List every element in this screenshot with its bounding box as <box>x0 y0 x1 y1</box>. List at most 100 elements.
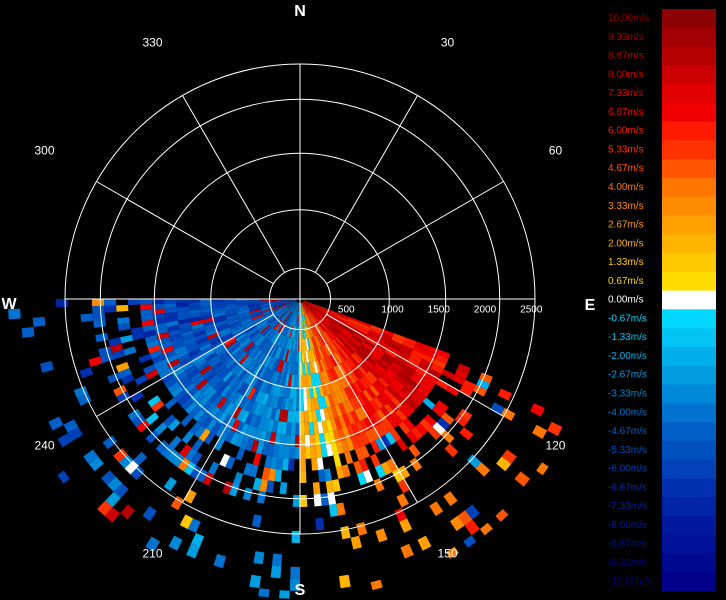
velocity-cell <box>236 300 249 304</box>
velocity-cell <box>177 394 190 407</box>
velocity-cell <box>242 321 255 329</box>
velocity-cell <box>353 381 363 394</box>
velocity-cell <box>313 493 322 507</box>
velocity-cell <box>302 302 309 313</box>
colorbar-label: -7.33m/s <box>608 501 647 512</box>
velocity-cell <box>465 504 480 520</box>
velocity-cell <box>287 301 297 310</box>
velocity-cell <box>225 310 238 315</box>
velocity-cell <box>253 316 265 324</box>
velocity-cell <box>212 301 225 306</box>
velocity-cell <box>376 360 389 371</box>
velocity-cell <box>309 337 315 350</box>
velocity-cell <box>350 436 360 450</box>
velocity-cell <box>316 335 323 347</box>
velocity-cell <box>213 553 227 569</box>
velocity-cell <box>300 386 304 399</box>
velocity-cell <box>275 372 282 385</box>
velocity-cell <box>311 337 317 349</box>
velocity-cell <box>305 350 309 363</box>
velocity-cell <box>282 336 288 349</box>
velocity-cell <box>340 362 350 374</box>
velocity-cell <box>131 332 145 341</box>
velocity-cell <box>253 415 262 429</box>
velocity-cell <box>118 454 134 469</box>
velocity-cell <box>212 299 224 303</box>
velocity-cell <box>338 363 347 376</box>
velocity-cell <box>239 316 252 323</box>
velocity-cell <box>344 358 355 371</box>
velocity-cell <box>335 378 344 391</box>
velocity-cell <box>283 446 290 459</box>
velocity-cell <box>225 312 238 318</box>
velocity-cell <box>339 574 351 589</box>
velocity-cell <box>188 309 201 315</box>
velocity-cell <box>289 578 300 591</box>
velocity-cell <box>335 350 345 362</box>
velocity-cell <box>253 376 262 389</box>
colorbar-swatch <box>662 346 716 367</box>
velocity-cell <box>301 302 305 315</box>
compass-south: S <box>295 582 306 599</box>
colorbar-label: 8.67m/s <box>608 51 644 62</box>
velocity-cell <box>270 407 277 421</box>
velocity-cell <box>298 315 300 327</box>
velocity-cell <box>249 307 262 312</box>
velocity-cell <box>272 301 285 305</box>
velocity-cell <box>145 369 159 380</box>
velocity-cell <box>375 528 388 543</box>
velocity-cell <box>128 299 141 305</box>
velocity-cell <box>500 407 516 421</box>
velocity-cell <box>169 333 183 341</box>
velocity-cell <box>220 384 231 397</box>
velocity-cell <box>422 377 436 389</box>
velocity-cell <box>384 349 397 359</box>
velocity-cell <box>373 345 385 355</box>
azimuth-label: 30 <box>441 36 455 50</box>
velocity-cell <box>224 303 237 307</box>
velocity-cell <box>176 310 190 317</box>
velocity-cell <box>272 302 285 307</box>
velocity-cell <box>201 345 214 355</box>
velocity-cell <box>292 362 296 375</box>
azimuth-label: 240 <box>35 439 55 453</box>
velocity-cell <box>304 314 310 326</box>
velocity-cell <box>238 353 250 365</box>
velocity-cell <box>402 401 416 415</box>
velocity-cell <box>196 336 209 345</box>
velocity-cell <box>396 438 409 452</box>
velocity-cell <box>346 357 357 369</box>
velocity-cell <box>336 314 349 321</box>
velocity-cell <box>346 341 357 352</box>
velocity-cell <box>225 357 237 369</box>
colorbar-swatch <box>662 572 716 592</box>
velocity-cell <box>219 350 231 361</box>
velocity-cell <box>281 361 287 374</box>
velocity-cell <box>293 386 297 399</box>
velocity-cell <box>356 327 369 335</box>
velocity-cell <box>250 362 260 374</box>
velocity-cell <box>330 442 339 456</box>
velocity-cell <box>404 382 417 395</box>
velocity-cell <box>230 345 242 356</box>
velocity-cell <box>164 299 177 304</box>
compass-north: N <box>294 3 306 20</box>
velocity-cell <box>441 412 455 425</box>
velocity-cell <box>335 316 347 324</box>
velocity-cell <box>287 410 293 423</box>
velocity-cell <box>240 436 250 450</box>
velocity-cell <box>237 308 250 313</box>
velocity-cell <box>303 300 315 307</box>
velocity-cell <box>313 397 320 410</box>
velocity-cell <box>354 331 366 340</box>
velocity-cell <box>317 396 324 410</box>
velocity-cell <box>270 565 282 579</box>
colorbar-label: 2.67m/s <box>608 220 644 231</box>
velocity-cell <box>266 480 275 494</box>
velocity-cell <box>314 348 320 361</box>
velocity-cell <box>395 409 408 422</box>
velocity-cell <box>340 525 351 540</box>
velocity-cell <box>234 379 245 392</box>
velocity-cell <box>258 338 268 350</box>
velocity-cell <box>302 302 311 312</box>
